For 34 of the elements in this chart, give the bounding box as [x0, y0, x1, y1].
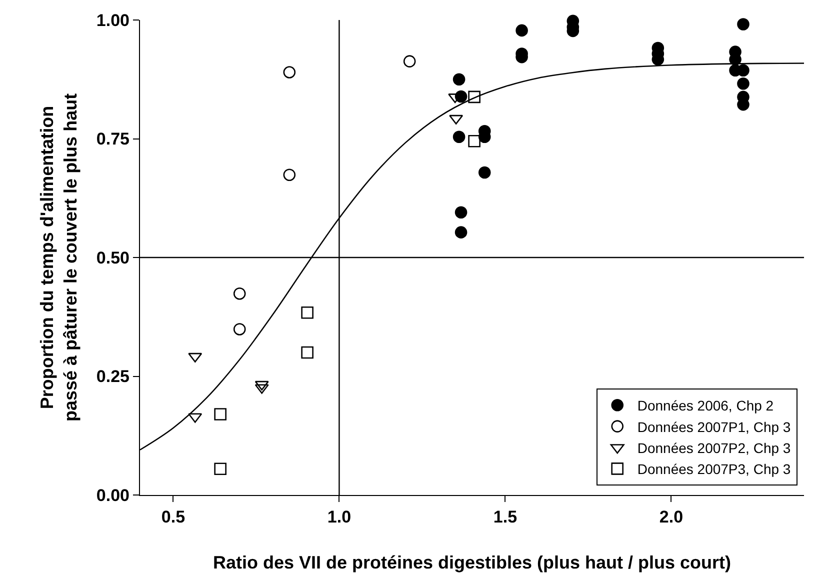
point — [468, 90, 480, 104]
y-tick-label: 0.25 — [96, 367, 130, 386]
point — [301, 346, 314, 359]
y-tick-label: 0.50 — [96, 248, 130, 268]
y-tick-label: 1.00 — [96, 10, 130, 30]
legend-label: Données 2006, Chp 2 — [637, 398, 774, 414]
legend-label: Données 2007P3, Chp 3 — [637, 461, 791, 478]
y-axis-title: Proportion du temps d'alimentation passé à pâturer le couvert le plus haut — [37, 93, 81, 422]
point — [301, 306, 314, 319]
legend-label: Données 2007P2, Chp 3 — [637, 440, 791, 456]
point — [233, 287, 246, 300]
point — [468, 134, 480, 148]
point — [516, 24, 528, 37]
y-tick-label: 0.75 — [96, 130, 130, 149]
point — [454, 226, 468, 238]
x-tick-label: 0.5 — [161, 508, 186, 526]
point — [737, 18, 750, 30]
x-tick-label: 1.0 — [327, 508, 352, 526]
x-axis-title: Ratio des VII de protéines digestibles (plus haut / plus court) — [212, 552, 732, 573]
point — [452, 130, 466, 143]
legend-label: Données 2007P1, Chp 3 — [637, 418, 791, 435]
point — [283, 168, 296, 181]
point — [214, 408, 226, 420]
point — [233, 323, 246, 336]
point — [452, 73, 466, 86]
y-tick-label: 0.00 — [96, 486, 130, 505]
point — [283, 66, 296, 78]
point — [454, 206, 468, 219]
point — [403, 55, 416, 68]
x-tick-label: 2.0 — [659, 508, 684, 526]
point — [737, 78, 750, 90]
x-tick-label: 1.5 — [493, 508, 518, 526]
point — [478, 166, 491, 179]
point — [214, 462, 226, 476]
